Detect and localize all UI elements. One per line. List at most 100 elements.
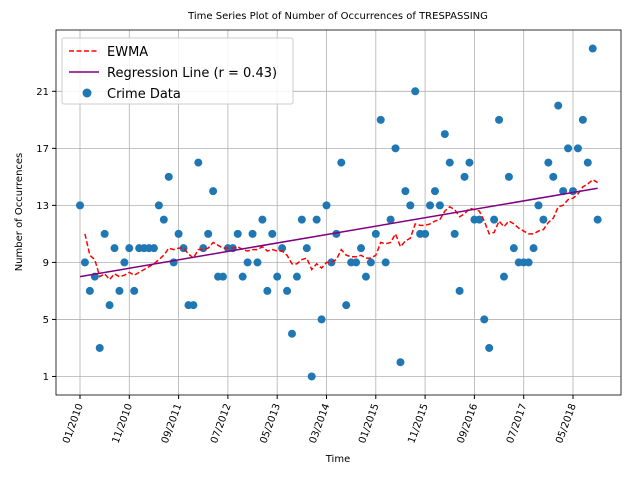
data-point	[125, 244, 134, 253]
data-point	[578, 115, 587, 124]
data-point	[381, 258, 390, 267]
data-point	[549, 172, 558, 181]
data-point	[435, 201, 444, 210]
data-point	[509, 244, 518, 253]
x-tick-label: 01/2010	[61, 402, 86, 445]
data-point	[292, 272, 301, 281]
data-point	[391, 144, 400, 153]
data-point	[159, 215, 168, 224]
data-point	[539, 215, 548, 224]
data-point	[588, 44, 597, 53]
series-line	[84, 178, 599, 281]
data-point	[164, 172, 173, 181]
data-point	[243, 258, 252, 267]
data-point	[268, 229, 277, 238]
data-point	[593, 215, 602, 224]
data-point	[273, 272, 282, 281]
x-tick-label: 11/2010	[111, 402, 136, 445]
data-point	[396, 358, 405, 367]
data-point	[569, 187, 577, 196]
data-point	[130, 286, 139, 295]
data-point	[485, 343, 494, 352]
data-point	[465, 158, 474, 167]
data-point	[189, 301, 198, 310]
data-point	[194, 158, 203, 167]
data-point	[100, 229, 109, 238]
data-point	[149, 244, 158, 253]
legend-label: Crime Data	[107, 87, 181, 102]
data-point	[317, 315, 326, 324]
x-axis-label: Time	[325, 454, 350, 465]
data-point	[283, 286, 292, 295]
data-point	[361, 272, 370, 281]
data-point	[115, 286, 124, 295]
x-tick-label: 05/2013	[258, 402, 283, 445]
data-point	[307, 372, 316, 381]
data-point	[253, 258, 262, 267]
x-tick-label: 05/2018	[554, 402, 579, 445]
series-line	[79, 187, 598, 278]
data-point	[95, 343, 104, 352]
y-tick-label: 17	[36, 144, 49, 155]
data-point	[366, 258, 375, 267]
data-point	[76, 201, 84, 210]
data-point	[352, 258, 361, 267]
data-point	[248, 229, 257, 238]
data-point	[278, 244, 287, 253]
plot-frame	[55, 29, 622, 396]
data-point	[411, 87, 420, 96]
data-point	[204, 229, 213, 238]
legend-marker	[82, 88, 92, 98]
data-point	[233, 229, 242, 238]
data-point	[426, 201, 435, 210]
data-point	[534, 201, 543, 210]
data-point	[120, 258, 129, 267]
data-point	[238, 272, 247, 281]
data-point	[401, 187, 410, 196]
y-tick-label: 5	[43, 315, 49, 326]
data-point	[263, 286, 272, 295]
data-point	[302, 244, 311, 253]
y-tick-label: 1	[43, 372, 49, 383]
data-point	[357, 244, 366, 253]
data-point	[371, 229, 380, 238]
data-point	[573, 144, 582, 153]
legend-label: Regression Line (r = 0.43)	[107, 66, 277, 81]
data-point	[430, 187, 439, 196]
data-point	[455, 286, 464, 295]
data-point	[529, 244, 538, 253]
data-point	[495, 115, 504, 124]
data-point	[312, 215, 321, 224]
data-point	[406, 201, 415, 210]
data-point	[583, 158, 592, 167]
data-point	[174, 229, 183, 238]
chart-title: Time Series Plot of Number of Occurrence…	[187, 11, 488, 22]
data-point	[105, 301, 114, 310]
data-point	[386, 215, 395, 224]
data-point	[499, 272, 508, 281]
data-point	[544, 158, 553, 167]
data-point	[460, 172, 469, 181]
data-point	[218, 272, 227, 281]
data-point	[376, 115, 385, 124]
data-point	[209, 187, 218, 196]
data-point	[475, 215, 484, 224]
data-point	[445, 158, 454, 167]
data-point	[490, 215, 499, 224]
x-tick-label: 01/2015	[357, 402, 382, 445]
data-point	[154, 201, 163, 210]
y-tick-label: 13	[36, 201, 49, 212]
legend-box	[61, 37, 294, 105]
data-point	[258, 215, 267, 224]
data-point	[85, 286, 94, 295]
data-point	[80, 258, 89, 267]
data-point	[297, 215, 306, 224]
y-tick-label: 9	[43, 258, 49, 269]
x-tick-label: 07/2012	[209, 402, 234, 445]
data-point	[450, 229, 459, 238]
data-point	[524, 258, 533, 267]
data-point	[287, 329, 296, 338]
data-point	[440, 130, 449, 139]
x-tick-label: 11/2015	[406, 402, 431, 445]
